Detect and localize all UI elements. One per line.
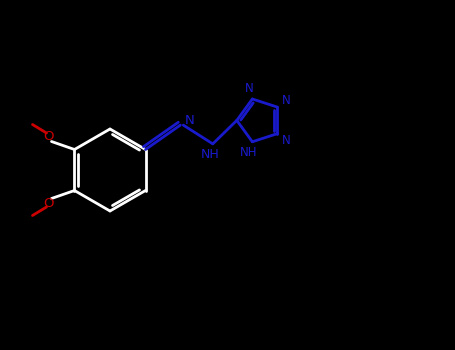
Text: NH: NH: [201, 148, 220, 161]
Text: N: N: [245, 82, 253, 95]
Text: NH: NH: [240, 146, 258, 159]
Text: O: O: [43, 130, 54, 143]
Text: N: N: [282, 134, 291, 147]
Text: O: O: [43, 197, 54, 210]
Text: N: N: [282, 94, 291, 107]
Text: N: N: [184, 114, 194, 127]
